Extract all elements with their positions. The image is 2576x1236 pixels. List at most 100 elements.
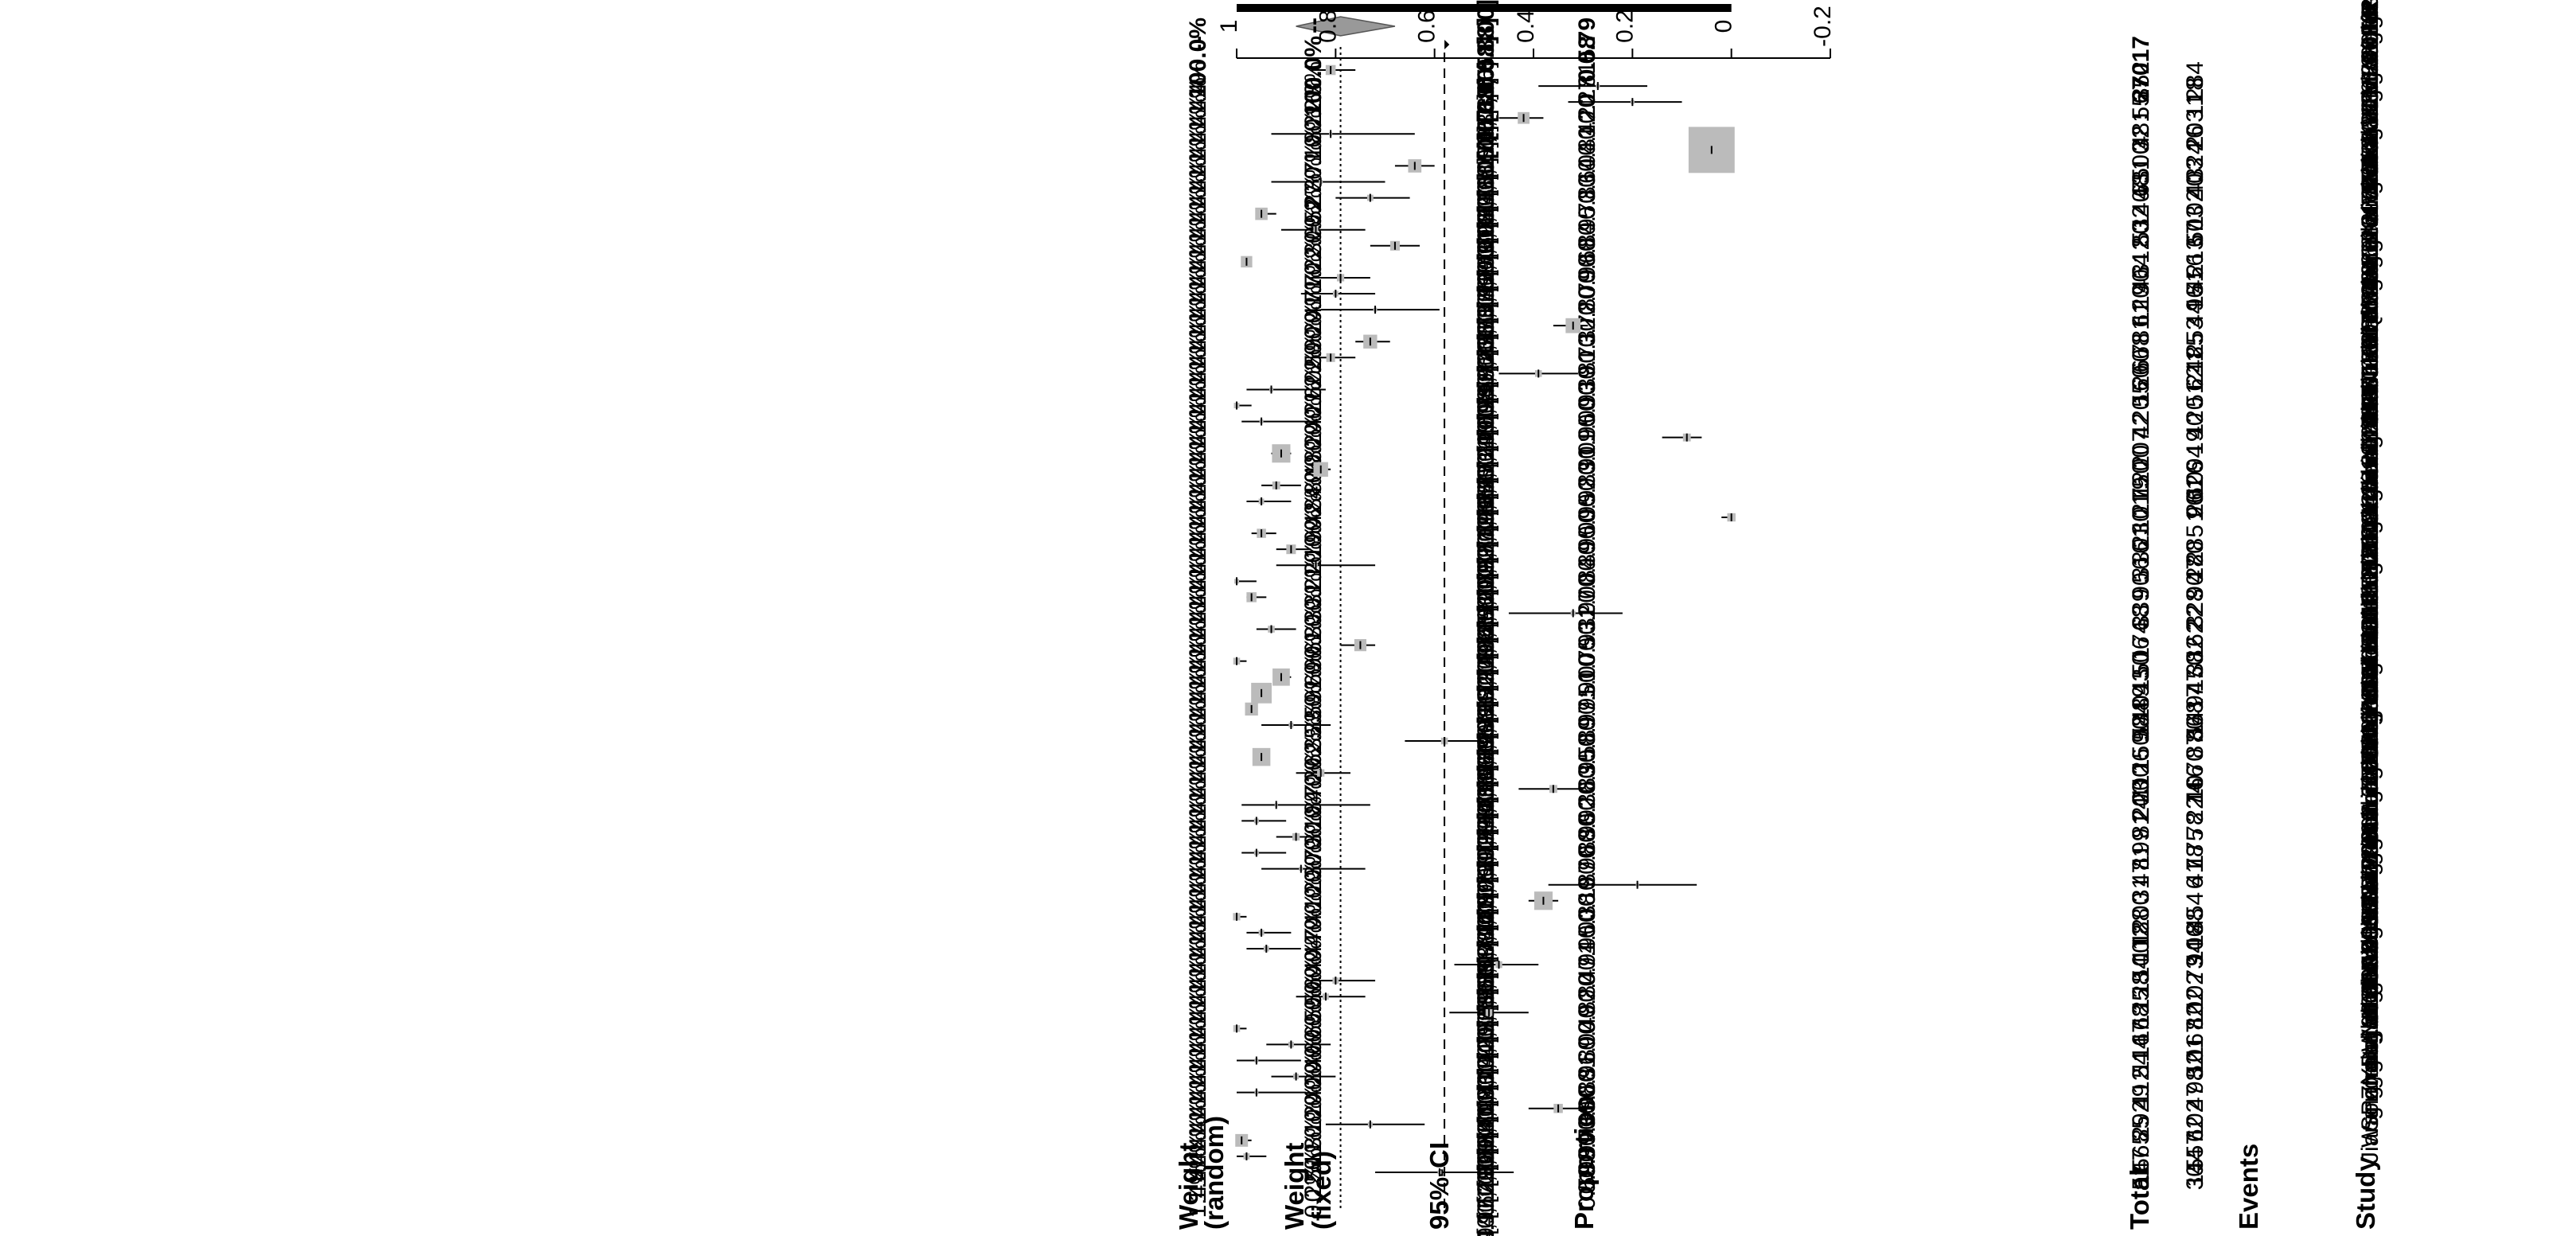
ci-value: [0.50; 0.66] [1473,732,1499,852]
study-name: Wang et al. 2020b [2357,0,2383,77]
study-name: Song et al. 2007 [2357,734,2383,908]
fixed-effect-diamond [1444,40,1450,49]
fixed-effect-total: 27017 [2128,36,2154,102]
weight-random-value: 1.4% [1185,540,1211,595]
weight-random-value: 1.4% [1185,732,1211,786]
weight-fixed-value: 1.2% [1300,237,1327,291]
ci-value: [0.81; 0.86] [1473,461,1499,580]
total-value: 125 [2128,988,2154,1027]
study-name: Xu et al. 2001 [2357,809,2383,956]
x-axis-tick-label: 0.6 [1414,10,1440,43]
weight-fixed-value: 0.6% [1300,621,1327,675]
study-name: Wang et al. 2020a [2357,0,2383,93]
table-row: Wang et al. 2020a11550.20[0.10; 0.33]0.2… [1185,0,2383,212]
events-value: 78 [2182,812,2208,838]
events-value: 213 [2182,237,2208,277]
weight-random-value: 1.4% [1185,174,1211,228]
study-name: Xia. 2018 [2357,72,2383,174]
events-value: 454 [2182,892,2208,932]
events-value: 403 [2182,157,2208,197]
proportion-value: 0.99 [1574,1132,1600,1178]
x-axis-tick-label: 0 [1711,20,1737,33]
proportion-value: 0.64 [1574,157,1600,203]
total-value: 203 [2128,780,2154,820]
proportion-value: 0.95 [1574,493,1600,539]
proportion-value: 0.83 [1574,174,1600,220]
table-row: Yang et al. 1995 47 49 0.96 [0.86; 1.00] 0.2%… [1185,911,2383,1203]
proportion-value: 0.20 [1574,93,1600,139]
proportion-value: 0.58 [1574,732,1600,778]
events-value: 1417 [2182,684,2208,738]
weight-random-value: 1.4% [1185,876,1211,930]
total-value: 48 [2128,174,2154,200]
weight-fixed-value: 0.3% [1300,572,1327,626]
events-value: 67 [2182,221,2208,248]
weight-fixed-value: 0.3% [1300,812,1327,866]
fixed-effect-proportion: 0.58 [1574,36,1600,82]
events-value: 175 [2182,828,2208,868]
ci-value: [0.85; 0.92] [1473,540,1499,660]
prediction-interval-bar [1237,4,1732,12]
header-events: Events [2234,1144,2263,1230]
weight-fixed-value: 0.5% [1300,189,1327,244]
ci-value: [0.74; 0.91] [1473,221,1499,341]
proportion-value: 0.88 [1574,828,1600,874]
total-value: 55 [2128,93,2154,119]
events-value: 52 [2182,1051,2208,1078]
total-value: 55 [2128,380,2154,407]
total-value: 47 [2128,860,2154,887]
ci-value: [0.94; 0.96] [1473,684,1499,804]
total-value: 1200 [2128,445,2154,498]
study-name: Lin et al. 2015 [2357,310,2383,460]
weight-random-value: 1.4% [1185,844,1211,899]
weight-random-value: 1.4% [1185,1164,1211,1218]
study-name: Jiang et al. 2015 [2357,318,2383,493]
proportion-value: 0.79 [1574,269,1600,315]
events-value: 150 [2182,653,2208,692]
weight-fixed-value: 0.6% [1300,653,1327,707]
total-value: 292 [2128,1100,2154,1140]
ci-value: [0.97; 1.00] [1473,397,1499,517]
study-name: Gu et al. 2014 [2357,486,2383,636]
events-value: 62 [2182,1116,2208,1142]
study-name: Wang. 2017a [2357,175,2383,317]
total-value: 120 [2128,397,2154,437]
total-value: 147 [2128,1148,2154,1187]
proportion-value: 0.38 [1574,892,1600,938]
study-name: Tu et al. 2016 [2357,236,2383,380]
random-effects-weight-random: 100.0% [1185,18,1211,99]
ci-value: [0.10; 0.33] [1473,93,1499,212]
proportion-value: 0.36 [1574,780,1600,826]
proportion-value: 0.95 [1574,413,1600,459]
weight-fixed-value: 0.2% [1300,93,1327,147]
ci-value: [0.84; 0.99] [1473,413,1499,532]
weight-random-value: 1.4% [1185,1035,1211,1090]
total-value: 51 [2128,1164,2154,1190]
fixed-effect-ci: [0.57; 0.58] [1473,36,1499,159]
events-value: 382 [2182,637,2208,676]
total-value: 160 [2128,365,2154,404]
total-value: 154 [2128,956,2154,996]
events-value: 120 [2182,397,2208,437]
ci-value: [0.92; 0.96] [1473,205,1499,325]
ci-value: [0.96; 0.98] [1473,700,1499,820]
total-value: 199 [2128,828,2154,868]
weight-random-value: 1.4% [1185,1148,1211,1202]
total-value: 1200 [2128,892,2154,946]
table-row: Peng et al. 1993 62 85 0.73 [0.62; 0.82] 0.3%… [1185,942,2383,1235]
table-row: Yin et al. 2016 62 160 0.39 [0.31; 0.47] 0.6%… [1185,213,2383,485]
proportion-value: 0.89 [1574,540,1600,587]
weight-fixed-value: 0.6% [1300,365,1327,419]
total-value: 42 [2128,413,2154,439]
events-value: 947 [2182,669,2208,708]
weight-random-value: 1.4% [1185,1100,1211,1154]
ci-value: [0.94; 0.96] [1473,748,1499,868]
x-axis-tick-label: 0.4 [1513,10,1539,43]
events-value: 6 [2182,876,2208,890]
ci-value: [0.97; 0.99] [1473,253,1499,372]
events-value: 285 [2182,524,2208,564]
